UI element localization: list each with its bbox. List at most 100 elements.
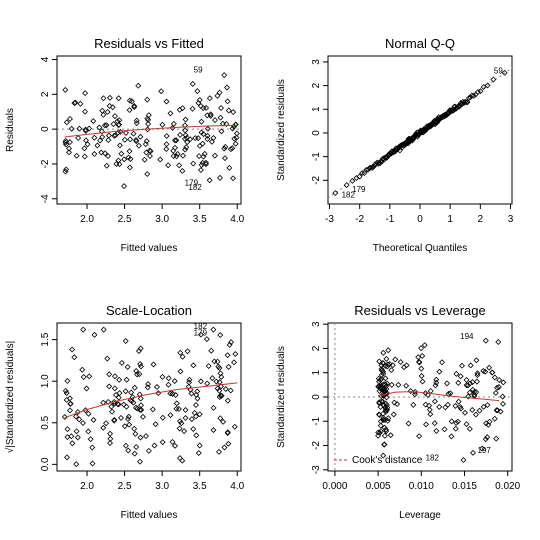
- data-point: [125, 154, 132, 161]
- data-point: [204, 136, 211, 142]
- data-point: [433, 376, 440, 383]
- data-point: [214, 385, 221, 392]
- data-point: [216, 89, 223, 96]
- data-point: [472, 411, 479, 418]
- data-point: [173, 137, 180, 144]
- data-point: [225, 363, 232, 370]
- data-point: [203, 161, 209, 168]
- data-point: [121, 156, 128, 163]
- data-point: [480, 84, 487, 90]
- data-point: [106, 383, 113, 390]
- data-point: [118, 150, 125, 157]
- chart-title: Scale-Location: [106, 303, 192, 318]
- y-tick-label: 2: [40, 91, 51, 97]
- data-point: [463, 382, 470, 389]
- data-point: [415, 354, 422, 361]
- data-point: [144, 171, 151, 177]
- data-point: [203, 336, 210, 343]
- data-point: [173, 153, 180, 160]
- data-point: [427, 388, 434, 394]
- data-point: [224, 352, 231, 359]
- plot-frame: [56, 322, 242, 472]
- data-point: [473, 389, 480, 396]
- data-point: [474, 372, 481, 379]
- data-point: [124, 364, 131, 370]
- data-point: [494, 384, 501, 391]
- data-point: [231, 135, 238, 142]
- data-point: [77, 100, 84, 107]
- data-point: [159, 121, 166, 128]
- data-point: [378, 366, 385, 373]
- data-point: [216, 448, 222, 455]
- data-point: [431, 398, 438, 405]
- data-point: [86, 373, 93, 380]
- data-point: [125, 447, 132, 454]
- data-point: [380, 349, 387, 356]
- data-point: [388, 367, 395, 374]
- data-point: [457, 405, 464, 412]
- data-point: [103, 162, 110, 169]
- data-point: [177, 131, 184, 138]
- data-point: [105, 137, 112, 144]
- data-point: [224, 98, 231, 105]
- data-point: [375, 432, 382, 439]
- data-point: [63, 166, 70, 173]
- data-point: [197, 167, 204, 174]
- data-point: [123, 403, 130, 410]
- data-point: [131, 384, 138, 391]
- data-point: [227, 387, 234, 394]
- data-point: [194, 395, 201, 402]
- data-point: [232, 351, 239, 357]
- data-point: [100, 111, 107, 118]
- data-point: [117, 128, 124, 135]
- data-point: [466, 425, 473, 432]
- legend-label: Cook's distance: [352, 455, 423, 466]
- data-point: [195, 450, 202, 457]
- data-point: [136, 458, 143, 465]
- data-point: [188, 416, 195, 423]
- data-point: [376, 399, 383, 406]
- data-point: [177, 368, 184, 375]
- data-point: [194, 88, 201, 95]
- data-point: [64, 377, 71, 384]
- data-point: [214, 358, 221, 365]
- x-tick-label: 2.0: [80, 214, 94, 225]
- data-point: [416, 358, 423, 365]
- data-point: [133, 138, 140, 145]
- plot-content: [57, 72, 241, 190]
- x-tick-label: -1: [385, 214, 394, 225]
- data-point: [189, 80, 196, 87]
- data-point: [85, 410, 92, 417]
- data-point: [383, 402, 390, 408]
- data-point: [210, 134, 217, 141]
- data-point: [165, 375, 172, 382]
- x-tick-label: 2.5: [118, 214, 132, 225]
- data-point: [224, 84, 230, 91]
- point-label: 182: [194, 322, 208, 331]
- x-tick-label: 0.000: [322, 481, 347, 492]
- data-point: [407, 388, 414, 394]
- data-point: [190, 160, 197, 167]
- data-point: [108, 403, 115, 410]
- data-point: [377, 428, 384, 435]
- data-point: [63, 397, 70, 403]
- data-point: [171, 378, 178, 385]
- data-point: [380, 386, 387, 393]
- data-point: [232, 140, 239, 147]
- data-point: [69, 346, 76, 353]
- point-label: 179: [194, 328, 208, 337]
- data-point: [463, 99, 470, 106]
- data-point: [177, 349, 184, 356]
- x-tick-label: 2.5: [118, 481, 132, 492]
- data-point: [104, 355, 111, 362]
- data-point: [75, 135, 82, 141]
- data-point: [491, 374, 498, 381]
- data-point: [486, 364, 493, 371]
- data-point: [63, 119, 70, 126]
- data-point: [349, 177, 356, 184]
- data-point: [83, 385, 90, 392]
- data-point: [121, 136, 128, 143]
- data-point: [144, 96, 151, 103]
- data-point: [126, 107, 133, 114]
- data-point: [123, 129, 129, 136]
